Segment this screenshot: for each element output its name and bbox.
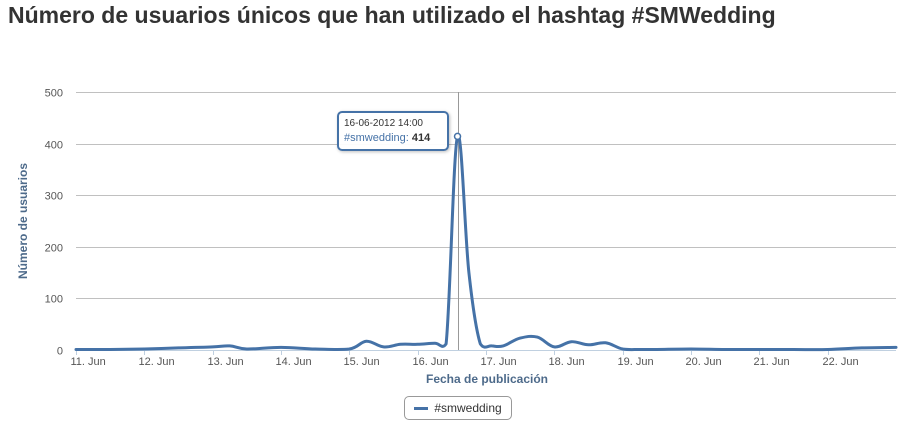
tooltip-date: 16-06-2012 14:00	[344, 118, 423, 129]
x-tick-label: 12. Jun	[139, 356, 175, 368]
legend-line-swatch	[414, 406, 429, 410]
legend-item-smwedding[interactable]: #smwedding	[434, 401, 502, 415]
data-tooltip: 16-06-2012 14:00 #smwedding: 414	[337, 111, 449, 151]
x-tick-label: 18. Jun	[549, 356, 585, 368]
x-tick-label: 15. Jun	[344, 356, 380, 368]
hover-point-marker[interactable]	[453, 132, 462, 141]
x-tick-label: 14. Jun	[276, 356, 312, 368]
chart-legend[interactable]: #smwedding	[404, 396, 512, 420]
y-axis-ticks: 0 100 200 300 400 500	[45, 88, 63, 358]
y-tick-label: 300	[45, 191, 63, 203]
y-axis-title: Número de usuarios	[16, 163, 30, 279]
tooltip-separator: :	[405, 132, 412, 144]
tooltip-series-name: #smwedding	[344, 132, 406, 144]
x-tick-label: 20. Jun	[686, 356, 722, 368]
series-line-smwedding[interactable]	[74, 134, 898, 352]
y-tick-label: 400	[45, 140, 63, 152]
x-tick-label: 11. Jun	[71, 356, 106, 368]
x-tick-label: 16. Jun	[413, 356, 449, 368]
y-tick-label: 200	[45, 243, 63, 255]
x-tick-label: 21. Jun	[754, 356, 790, 368]
x-axis-ticks: 11. Jun 12. Jun 13. Jun 14. Jun 15. Jun 16. J…	[71, 350, 859, 368]
x-tick-label: 17. Jun	[481, 356, 517, 368]
y-tick-label: 0	[57, 346, 63, 358]
y-tick-label: 100	[45, 294, 63, 306]
y-tick-label: 500	[45, 88, 63, 100]
x-tick-label: 13. Jun	[208, 356, 244, 368]
x-tick-label: 22. Jun	[823, 356, 859, 368]
tooltip-value: 414	[411, 132, 431, 144]
tooltip-row: #smwedding: 414	[344, 130, 442, 146]
x-tick-label: 19. Jun	[618, 356, 654, 368]
grid-lines	[76, 92, 896, 351]
x-axis-title: Fecha de publicación	[426, 372, 548, 386]
page-title: Número de usuarios únicos que han utiliz…	[8, 2, 776, 28]
